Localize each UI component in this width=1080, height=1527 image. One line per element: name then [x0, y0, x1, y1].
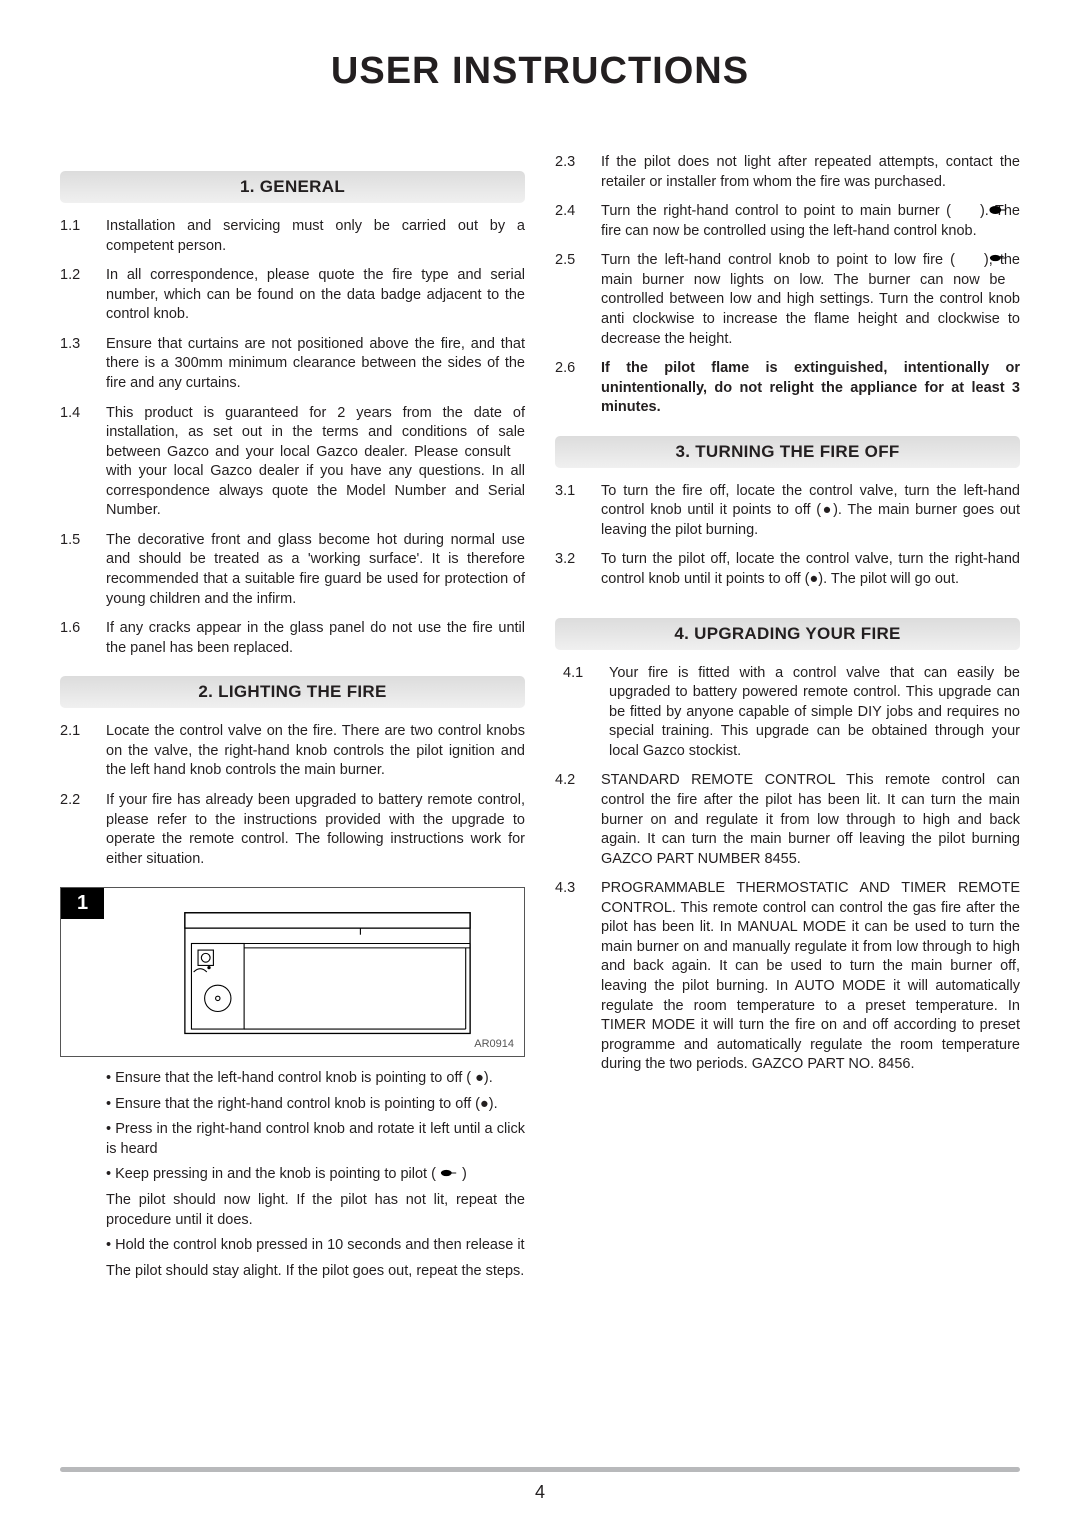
section-1-heading: 1. GENERAL: [60, 171, 525, 203]
bullet-4-text-b: ): [462, 1166, 467, 1182]
section-2-heading: 2. LIGHTING THE FIRE: [60, 676, 525, 708]
item-number: 3.2: [555, 550, 589, 589]
section-4-heading: 4. UPGRADING YOUR FIRE: [555, 618, 1020, 650]
item-number: 1.2: [60, 266, 94, 325]
page-title: USER INSTRUCTIONS: [60, 50, 1020, 93]
item-1-4: 1.4 This product is guaranteed for 2 year…: [60, 404, 525, 521]
item-number: 4.1: [563, 664, 597, 762]
item-4-3: 4.3 PROGRAMMABLE THERMOSTATIC AND TIMER R…: [555, 879, 1020, 1075]
item-3-1: 3.1 To turn the fire off, locate the cont…: [555, 482, 1020, 541]
section-3-heading: 3. TURNING THE FIRE OFF: [555, 436, 1020, 468]
item-4-1: 4.1 Your fire is fitted with a control va…: [563, 664, 1020, 762]
item-number: 2.3: [555, 153, 589, 192]
flame-small-icon: [989, 253, 1007, 263]
right-column: 2.3 If the pilot does not light after rep…: [555, 153, 1020, 1287]
item-2-5: 2.5 Turn the left-hand control knob to po…: [555, 251, 1020, 349]
item-text: Ensure that curtains are not positioned …: [106, 335, 525, 394]
item-2-4: 2.4 Turn the right-hand control to point …: [555, 202, 1020, 241]
figure-1: 1 AR0914: [60, 887, 525, 1057]
item-text: To turn the pilot off, locate the contro…: [601, 550, 1020, 589]
item-2-1: 2.1 Locate the control valve on the fire.…: [60, 722, 525, 781]
item-3-2: 3.2 To turn the pilot off, locate the con…: [555, 550, 1020, 589]
bullet-5: The pilot should now light. If the pilot…: [106, 1191, 525, 1230]
item-number: 2.1: [60, 722, 94, 781]
bullet-7: The pilot should stay alight. If the pil…: [106, 1262, 525, 1282]
item-text: Turn the right-hand control to point to …: [601, 202, 1020, 241]
item-number: 1.6: [60, 619, 94, 658]
item-1-2: 1.2 In all correspondence, please quote t…: [60, 266, 525, 325]
item-1-5: 1.5 The decorative front and glass become…: [60, 531, 525, 609]
left-column: 1. GENERAL 1.1 Installation and servicing…: [60, 153, 525, 1287]
item-2-6: 2.6 If the pilot flame is extinguished, i…: [555, 359, 1020, 418]
control-valve-diagram: [141, 904, 514, 1058]
item-2-2: 2.2 If your fire has already been upgrade…: [60, 791, 525, 869]
bullet-2: • Ensure that the right-hand control kno…: [106, 1095, 525, 1115]
figure-tag: 1: [61, 888, 104, 919]
bullet-6: • Hold the control knob pressed in 10 se…: [106, 1236, 525, 1256]
item-number: 2.5: [555, 251, 589, 349]
item-number: 1.1: [60, 217, 94, 256]
item-number: 4.3: [555, 879, 589, 1075]
bullet-3: • Press in the right-hand control knob a…: [106, 1120, 525, 1159]
bullet-1: • Ensure that the left-hand control knob…: [106, 1069, 525, 1089]
item-text: In all correspondence, please quote the …: [106, 266, 525, 325]
item-text: The decorative front and glass become ho…: [106, 531, 525, 609]
flame-small-icon: [440, 1168, 458, 1178]
item-text: If the pilot does not light after repeat…: [601, 153, 1020, 192]
item-number: 2.6: [555, 359, 589, 418]
flame-large-icon: [989, 204, 1007, 216]
item-number: 4.2: [555, 771, 589, 869]
item-text: This product is guaranteed for 2 years f…: [106, 404, 525, 521]
item-1-3: 1.3 Ensure that curtains are not position…: [60, 335, 525, 394]
item-text: Turn the left-hand control knob to point…: [601, 251, 1020, 349]
item-text: If any cracks appear in the glass panel …: [106, 619, 525, 658]
figure-label: AR0914: [474, 1038, 514, 1050]
bullet-4-text-a: • Keep pressing in and the knob is point…: [106, 1166, 436, 1182]
page-number: 4: [0, 1482, 1080, 1503]
item-1-6: 1.6 If any cracks appear in the glass pan…: [60, 619, 525, 658]
item-text: Installation and servicing must only be …: [106, 217, 525, 256]
item-number: 1.5: [60, 531, 94, 609]
bullet-4: • Keep pressing in and the knob is point…: [106, 1165, 525, 1185]
item-text: Your fire is fitted with a control valve…: [609, 664, 1020, 762]
item-4-2: 4.2 STANDARD REMOTE CONTROL This remote c…: [555, 771, 1020, 869]
item-1-1: 1.1 Installation and servicing must only …: [60, 217, 525, 256]
item-number: 1.3: [60, 335, 94, 394]
item-2-3: 2.3 If the pilot does not light after rep…: [555, 153, 1020, 192]
item-number: 2.2: [60, 791, 94, 869]
item-text: To turn the fire off, locate the control…: [601, 482, 1020, 541]
footer-rule: [60, 1467, 1020, 1472]
item-text: If the pilot flame is extinguished, inte…: [601, 359, 1020, 418]
item-text: STANDARD REMOTE CONTROL This remote cont…: [601, 771, 1020, 869]
item-number: 1.4: [60, 404, 94, 521]
item-number: 3.1: [555, 482, 589, 541]
item-text: Locate the control valve on the fire. Th…: [106, 722, 525, 781]
item-text: If your fire has already been upgraded t…: [106, 791, 525, 869]
item-text: PROGRAMMABLE THERMOSTATIC AND TIMER REMO…: [601, 879, 1020, 1075]
item-number: 2.4: [555, 202, 589, 241]
two-column-layout: 1. GENERAL 1.1 Installation and servicing…: [60, 153, 1020, 1287]
